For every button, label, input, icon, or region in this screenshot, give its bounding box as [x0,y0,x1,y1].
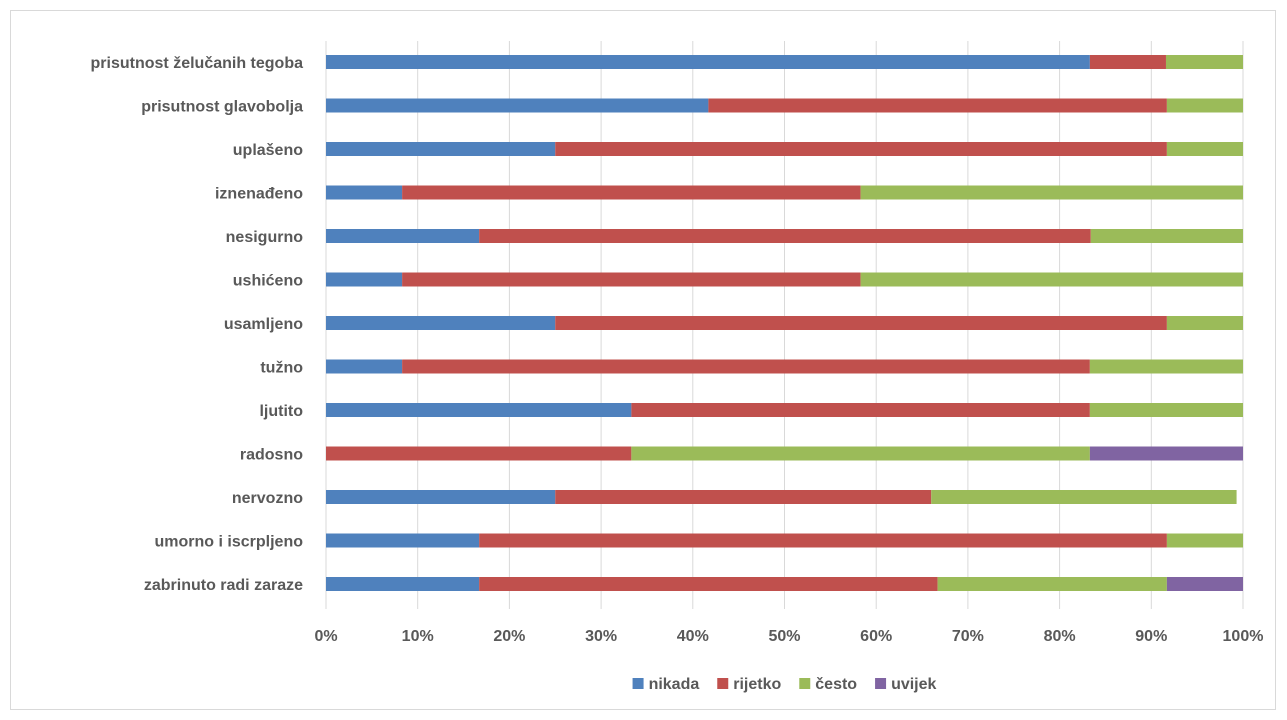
legend-label: rijetko [733,676,781,693]
x-axis-tick-labels: 0% 10% 20% 30% 40% 50% 60% 70% 80% 90% 100% [314,628,1263,645]
bar-segment-rijetko [326,446,632,461]
bar-segment-uvijek [1166,577,1243,591]
x-tick-label: 10% [402,628,434,645]
bar-segment-nikada [326,229,480,243]
category-label: iznenađeno [215,186,303,203]
bar-segment-rijetko [479,229,1091,243]
bar-segment-rijetko [631,403,1090,417]
category-label: zabrinuto radi zaraze [144,577,303,594]
x-tick-label: 90% [1135,628,1167,645]
bar-segment-rijetko [555,142,1167,156]
x-tick-label: 60% [860,628,892,645]
legend-swatch-uvijek [875,678,887,689]
bar-segment-rijetko [402,359,1090,374]
bar-segment-rijetko [402,185,861,200]
x-tick-label: 30% [585,628,617,645]
bar-segment-rijetko [402,272,861,287]
category-label: radosno [240,447,303,464]
bar-segment-rijetko [479,577,938,591]
bar-segment-nikada [326,577,480,591]
x-tick-label: 70% [952,628,984,645]
x-tick-label: 40% [677,628,709,645]
bar-segment-često [1165,55,1243,69]
chart-frame: prisutnost želučanih tegoba prisutnost gl… [10,10,1276,710]
legend-swatch-nikada [632,678,644,689]
bar-segment-nikada [326,316,556,330]
bar-segment-nikada [326,142,556,156]
bar-segment-često [1090,229,1243,243]
bar-segment-često [1166,533,1243,548]
x-tick-label: 20% [493,628,525,645]
x-tick-label: 80% [1044,628,1076,645]
legend-label: često [815,676,857,693]
category-label: tužno [260,360,303,377]
category-label: prisutnost želučanih tegoba [91,55,304,72]
category-labels: prisutnost želučanih tegoba prisutnost gl… [91,55,304,594]
bar-segment-često [937,577,1167,591]
bar-segment-rijetko [479,533,1167,548]
bar-segment-nikada [326,359,403,374]
x-tick-label: 50% [768,628,800,645]
bar-segment-nikada [326,98,709,113]
stacked-bar-chart: prisutnost želučanih tegoba prisutnost gl… [91,41,1263,693]
bar-segment-nikada [326,490,556,504]
bar-segment-uvijek [1089,446,1243,461]
bar-segment-često [631,446,1090,461]
bar-segment-često [1089,359,1243,374]
x-tick-label: 100% [1223,628,1264,645]
category-label: prisutnost glavobolja [141,99,303,116]
category-label: nervozno [232,490,303,507]
bars [326,55,1243,591]
category-label: umorno i iscrpljeno [155,534,304,551]
bar-segment-često [1166,142,1243,156]
bar-segment-rijetko [555,490,932,504]
category-label: uplašeno [233,142,303,159]
category-label: ljutito [259,403,303,420]
bar-segment-nikada [326,533,480,548]
x-tick-label: 0% [314,628,337,645]
bar-segment-nikada [326,272,403,287]
category-label: nesigurno [226,229,304,246]
bar-segment-često [1166,98,1243,113]
legend-swatch-često [799,678,811,689]
bar-segment-rijetko [708,98,1167,113]
legend-swatch-rijetko [717,678,729,689]
bar-segment-rijetko [1089,55,1166,69]
bar-segment-često [860,272,1243,287]
category-label: ushićeno [233,273,303,290]
legend-label: nikada [649,676,700,693]
bar-segment-nikada [326,55,1090,69]
bar-segment-nikada [326,185,403,200]
bar-segment-često [1166,316,1243,330]
bar-segment-nikada [326,403,632,417]
legend-label: uvijek [891,676,936,693]
bar-segment-rijetko [555,316,1167,330]
category-label: usamljeno [224,316,303,333]
legend: nikada rijetko često uvijek [632,676,937,693]
bar-segment-često [931,490,1237,504]
bar-segment-često [1089,403,1243,417]
bar-segment-često [860,185,1243,200]
